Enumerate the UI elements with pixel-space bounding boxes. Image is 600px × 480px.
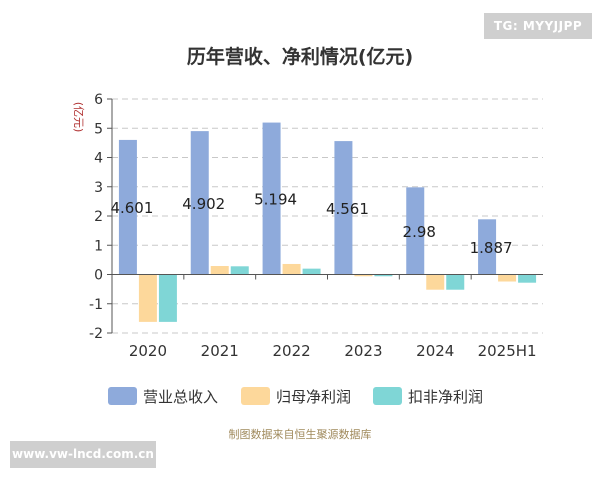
x-tick-label: 2025H1: [478, 342, 537, 360]
watermark-badge: TG: MYYJJPP: [484, 13, 592, 39]
y-tick-label: 3: [94, 180, 103, 196]
chart-title: 历年营收、净利情况(亿元): [186, 46, 414, 68]
y-tick-label: 2: [94, 209, 103, 225]
data-labels: 4.601 4.902 5.194 4.561 2.98 1.887: [110, 191, 512, 257]
y-axis-label: (亿元): [72, 102, 85, 133]
x-tick-label: 2021: [201, 342, 239, 360]
bar: [426, 274, 445, 290]
bar: [406, 187, 425, 275]
bar: [118, 139, 137, 275]
bar: [158, 274, 177, 322]
y-tick-label: -1: [89, 297, 103, 313]
y-tick-label: 5: [94, 121, 103, 137]
legend-item[interactable]: 归母净利润: [241, 387, 351, 406]
legend-swatch: [108, 387, 137, 405]
legend-label: 营业总收入: [143, 388, 218, 406]
x-tick-label: 2024: [416, 342, 454, 360]
bar: [354, 274, 373, 277]
bar: [518, 274, 537, 283]
legend[interactable]: 营业总收入 归母净利润 扣非净利润: [108, 387, 483, 406]
watermark-url: www.vw-lncd.com.cn: [10, 441, 156, 468]
bar: [334, 141, 353, 275]
y-tick-label: 4: [94, 151, 103, 167]
data-label: 2.98: [403, 223, 436, 241]
data-label: 4.561: [326, 200, 369, 218]
bar: [210, 266, 229, 275]
bar: [190, 131, 209, 275]
x-tick-label: 2022: [272, 342, 310, 360]
legend-item[interactable]: 营业总收入: [108, 387, 218, 406]
y-tick-label: -2: [89, 326, 103, 342]
bar: [230, 266, 249, 275]
legend-item[interactable]: 扣非净利润: [373, 387, 483, 406]
x-tick-label: 2020: [129, 342, 167, 360]
y-tick-label: 1: [94, 238, 103, 254]
y-tick-label: 6: [94, 92, 103, 108]
source-note: 制图数据来自恒生聚源数据库: [228, 428, 372, 441]
bars: [118, 122, 537, 322]
y-tick-label: 0: [94, 268, 103, 284]
bar: [302, 268, 321, 275]
data-label: 4.902: [182, 195, 225, 213]
bar: [446, 274, 465, 290]
bar: [478, 219, 497, 275]
bar: [282, 263, 301, 275]
x-tick-label: 2023: [344, 342, 382, 360]
data-label: 4.601: [110, 199, 153, 217]
bar: [138, 274, 157, 322]
legend-swatch: [241, 387, 270, 405]
data-label: 5.194: [254, 191, 297, 209]
bar: [262, 122, 281, 275]
bar: [374, 274, 393, 277]
bar: [498, 274, 517, 282]
axes: -2 -1 0 1 2 3 4 5 6 (亿元) 2020 2021 2022 2023 2024 2025H…: [72, 92, 543, 360]
grid-lines: [112, 98, 543, 334]
legend-swatch: [373, 387, 402, 405]
data-label: 1.887: [470, 239, 513, 257]
legend-label: 扣非净利润: [408, 388, 483, 406]
legend-label: 归母净利润: [276, 388, 351, 406]
